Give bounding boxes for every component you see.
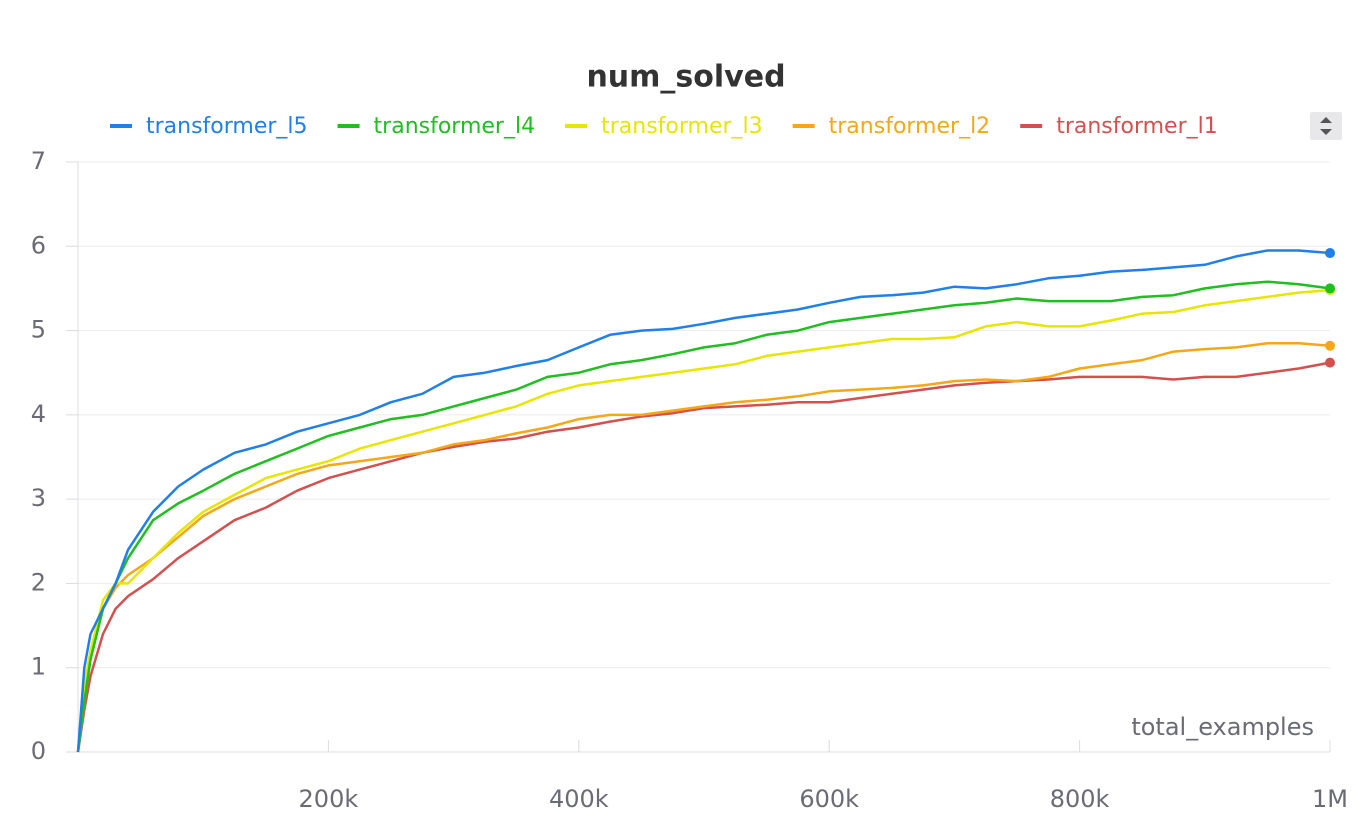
legend-item: transformer_l4 [337, 114, 536, 139]
series-line [76, 249, 1331, 753]
legend-label: transformer_l1 [1056, 114, 1218, 139]
legend-label: transformer_l2 [829, 114, 991, 139]
y-tick-label: 7 [31, 147, 46, 175]
x-tick-label: 400k [549, 785, 609, 813]
legend-label: transformer_l5 [146, 114, 308, 139]
series-line [76, 280, 1331, 753]
legend-label: transformer_l4 [374, 114, 536, 139]
legend-label: transformer_l3 [601, 114, 763, 139]
y-tick-label: 4 [31, 400, 46, 428]
x-tick-label: 800k [1050, 785, 1110, 813]
scroller-arrows[interactable] [1320, 117, 1332, 135]
y-tick-label: 3 [31, 484, 46, 512]
y-tick-label: 2 [31, 568, 46, 596]
x-axis-label: total_examples [1131, 713, 1314, 741]
x-tick-label: 1M [1312, 785, 1348, 813]
legend-item: transformer_l1 [1020, 114, 1218, 139]
scroller-bg[interactable] [1310, 112, 1342, 140]
y-tick-label: 1 [31, 653, 46, 681]
end-point [1325, 340, 1335, 351]
x-tick-label: 200k [299, 785, 359, 813]
y-tick-label: 0 [31, 737, 46, 765]
series-line [76, 341, 1331, 753]
end-point [1325, 357, 1335, 368]
end-point [1325, 283, 1335, 294]
y-tick-label: 5 [31, 316, 46, 344]
legend-item: transformer_l5 [110, 114, 308, 139]
x-tick-label: 600k [799, 785, 859, 813]
series-line [76, 288, 1331, 753]
legend-item: transformer_l3 [565, 114, 763, 139]
legend-scroller[interactable] [1310, 112, 1342, 140]
chart-title: num_solved [586, 60, 785, 95]
legend-item: transformer_l2 [792, 114, 991, 139]
series-line [76, 361, 1331, 753]
end-point [1325, 248, 1335, 259]
y-tick-label: 6 [31, 231, 46, 259]
